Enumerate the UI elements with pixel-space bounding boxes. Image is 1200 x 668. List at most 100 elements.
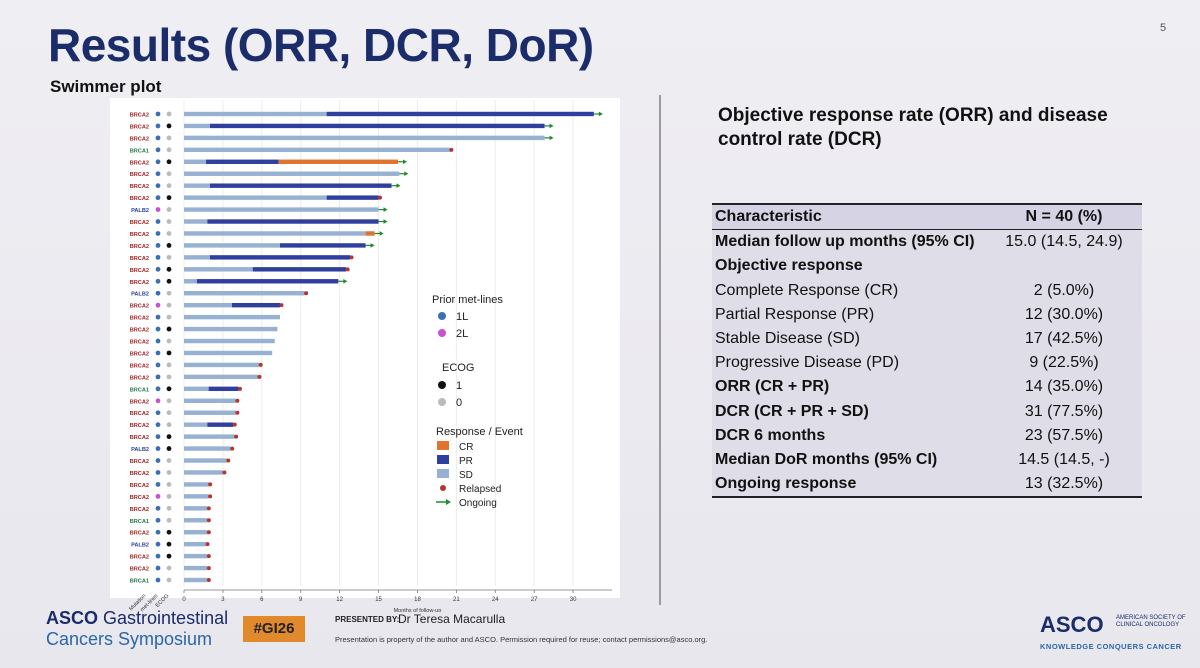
ecog-dot — [166, 183, 172, 189]
bar-sd — [184, 565, 208, 571]
relapsed-marker — [206, 578, 211, 583]
chart-subtitle: Swimmer plot — [50, 77, 162, 96]
prior-line-dot — [155, 207, 161, 212]
legend-dot — [438, 398, 446, 406]
ecog-dot — [166, 302, 172, 308]
mutation-label: BRCA1 — [130, 579, 149, 585]
prior-line-dot — [155, 302, 161, 308]
table-header-row: Characteristic N = 40 (%) — [712, 203, 1142, 231]
bar-pr — [326, 111, 594, 117]
relapsed-marker — [205, 542, 210, 547]
ecog-dot — [166, 207, 172, 212]
legend-swatch — [437, 469, 449, 478]
x-tick-label: 15 — [375, 597, 382, 603]
prior-line-dot — [155, 493, 161, 499]
ecog-dot — [166, 147, 172, 153]
prior-line-dot — [155, 266, 161, 272]
legend-swatch — [437, 441, 449, 450]
bar-pr — [279, 243, 366, 248]
x-tick-label: 27 — [531, 597, 538, 603]
bar-cr — [278, 159, 398, 164]
prior-line-dot — [155, 517, 161, 523]
x-tick-label: 9 — [299, 597, 303, 603]
disclaimer: Presentation is property of the author a… — [335, 635, 708, 644]
row-value: 2 (5.0%) — [986, 278, 1142, 303]
prior-line-dot — [155, 290, 161, 296]
ecog-dot — [166, 195, 172, 201]
prior-line-dot — [155, 171, 161, 177]
bar-sd — [184, 350, 273, 356]
ongoing-arrowhead — [549, 135, 554, 141]
mutation-label: BRCA2 — [130, 411, 149, 417]
table-header-cell: Characteristic — [712, 203, 986, 231]
prior-line-dot — [155, 505, 161, 511]
ecog-dot — [166, 362, 172, 368]
bar-sd — [184, 506, 208, 511]
bar-sd — [184, 219, 208, 224]
prior-line-dot — [155, 482, 161, 487]
mutation-label: PALB2 — [131, 208, 149, 214]
relapsed-marker — [235, 410, 240, 415]
row-value: 15.0 (14.5, 24.9) — [986, 229, 1142, 255]
row-label: Partial Response (PR) — [712, 302, 986, 327]
mutation-label: BRCA2 — [130, 232, 149, 238]
ecog-dot — [166, 565, 172, 571]
bar-sd — [184, 195, 327, 200]
x-tick-label: 12 — [336, 597, 343, 603]
ecog-dot — [166, 541, 172, 547]
bar-sd — [184, 577, 208, 583]
divider — [659, 95, 661, 605]
bar-sd — [184, 183, 210, 188]
ecog-dot — [166, 278, 172, 284]
mutation-label: BRCA2 — [130, 196, 149, 202]
prior-line-dot — [155, 577, 161, 583]
table-row: Stable Disease (SD) 17 (42.5%) — [712, 326, 1142, 352]
mutation-label: BRCA2 — [130, 363, 149, 369]
prior-line-dot — [155, 529, 161, 535]
row-label: DCR 6 months — [712, 423, 986, 448]
mutation-label: BRCA2 — [130, 268, 149, 274]
prior-line-dot — [155, 553, 161, 559]
prior-line-dot — [155, 243, 161, 248]
mutation-label: BRCA2 — [130, 328, 149, 334]
bar-sd — [184, 243, 280, 248]
bar-sd — [184, 553, 208, 559]
ecog-dot — [166, 470, 172, 475]
prior-line-dot — [155, 350, 161, 356]
bar-sd — [184, 410, 236, 415]
asco-gi-logo: ASCO Gastrointestinal Cancers Symposium — [46, 608, 229, 649]
prior-line-dot — [155, 147, 161, 153]
x-tick-label: 0 — [182, 597, 186, 603]
bar-sd — [184, 326, 278, 332]
mutation-label: BRCA2 — [130, 244, 149, 250]
ecog-dot — [166, 398, 172, 404]
legend-label: PR — [459, 456, 473, 467]
mutation-label: PALB2 — [131, 447, 149, 453]
bar-sd — [184, 255, 210, 260]
prior-line-dot — [155, 374, 161, 380]
x-tick-label: 21 — [453, 597, 460, 603]
ongoing-arrowhead — [549, 123, 554, 129]
relapsed-marker — [206, 566, 211, 571]
mutation-label: BRCA2 — [130, 459, 149, 465]
mutation-label: BRCA2 — [130, 351, 149, 357]
ecog-dot — [166, 159, 172, 165]
legend-label: 2L — [456, 328, 468, 340]
legend-dot — [438, 312, 446, 320]
prior-line-dot — [155, 422, 161, 428]
x-axis-label: Months of follow-up — [394, 608, 442, 612]
ecog-dot — [166, 410, 172, 416]
prior-line-dot — [155, 565, 161, 571]
ongoing-arrowhead — [343, 278, 348, 284]
mutation-label: BRCA2 — [130, 136, 149, 142]
relapsed-marker — [206, 518, 211, 523]
prior-line-dot — [155, 254, 161, 260]
relapsed-marker — [208, 482, 213, 487]
prior-line-dot — [155, 410, 161, 416]
swimmer-plot: BRCA2 BRCA2 BRCA2 BRCA1 BRCA2 BRCA2 BRCA2 BRCA2… — [110, 98, 620, 612]
legend-label: Relapsed — [459, 484, 501, 495]
bar-pr — [206, 159, 279, 164]
ecog-dot — [166, 517, 172, 523]
legend-title-ecog: ECOG — [442, 362, 474, 374]
relapsed-marker — [279, 303, 284, 308]
